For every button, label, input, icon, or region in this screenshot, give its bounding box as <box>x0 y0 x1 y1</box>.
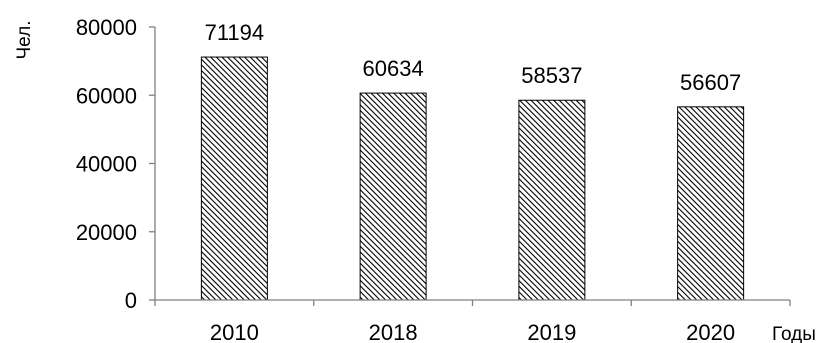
y-axis-ticks: 0 20000 40000 60000 80000 <box>76 15 155 313</box>
data-label: 60634 <box>363 56 424 81</box>
bar <box>200 56 268 301</box>
bars <box>200 56 745 301</box>
y-tick-label: 0 <box>125 288 137 313</box>
data-label: 56607 <box>680 70 741 95</box>
data-label: 58537 <box>521 63 582 88</box>
x-tick-label: 2020 <box>686 320 735 343</box>
y-tick-label: 60000 <box>76 83 137 108</box>
bar <box>677 106 745 301</box>
data-label: 71194 <box>205 20 265 45</box>
y-axis-title: Чел. <box>14 21 35 60</box>
x-tick-label: 2018 <box>369 320 418 343</box>
data-labels: 71194 60634 58537 56607 <box>205 20 742 95</box>
x-tick-label: 2019 <box>527 320 576 343</box>
y-tick-label: 80000 <box>76 15 137 40</box>
y-tick-label: 40000 <box>76 152 137 177</box>
bar <box>518 99 586 301</box>
x-axis-title: Годы <box>772 324 816 343</box>
x-tick-label: 2010 <box>210 320 259 343</box>
bar <box>359 92 427 301</box>
y-tick-label: 20000 <box>76 220 137 245</box>
x-axis-ticks: 2010 2018 2019 2020 <box>154 300 791 343</box>
